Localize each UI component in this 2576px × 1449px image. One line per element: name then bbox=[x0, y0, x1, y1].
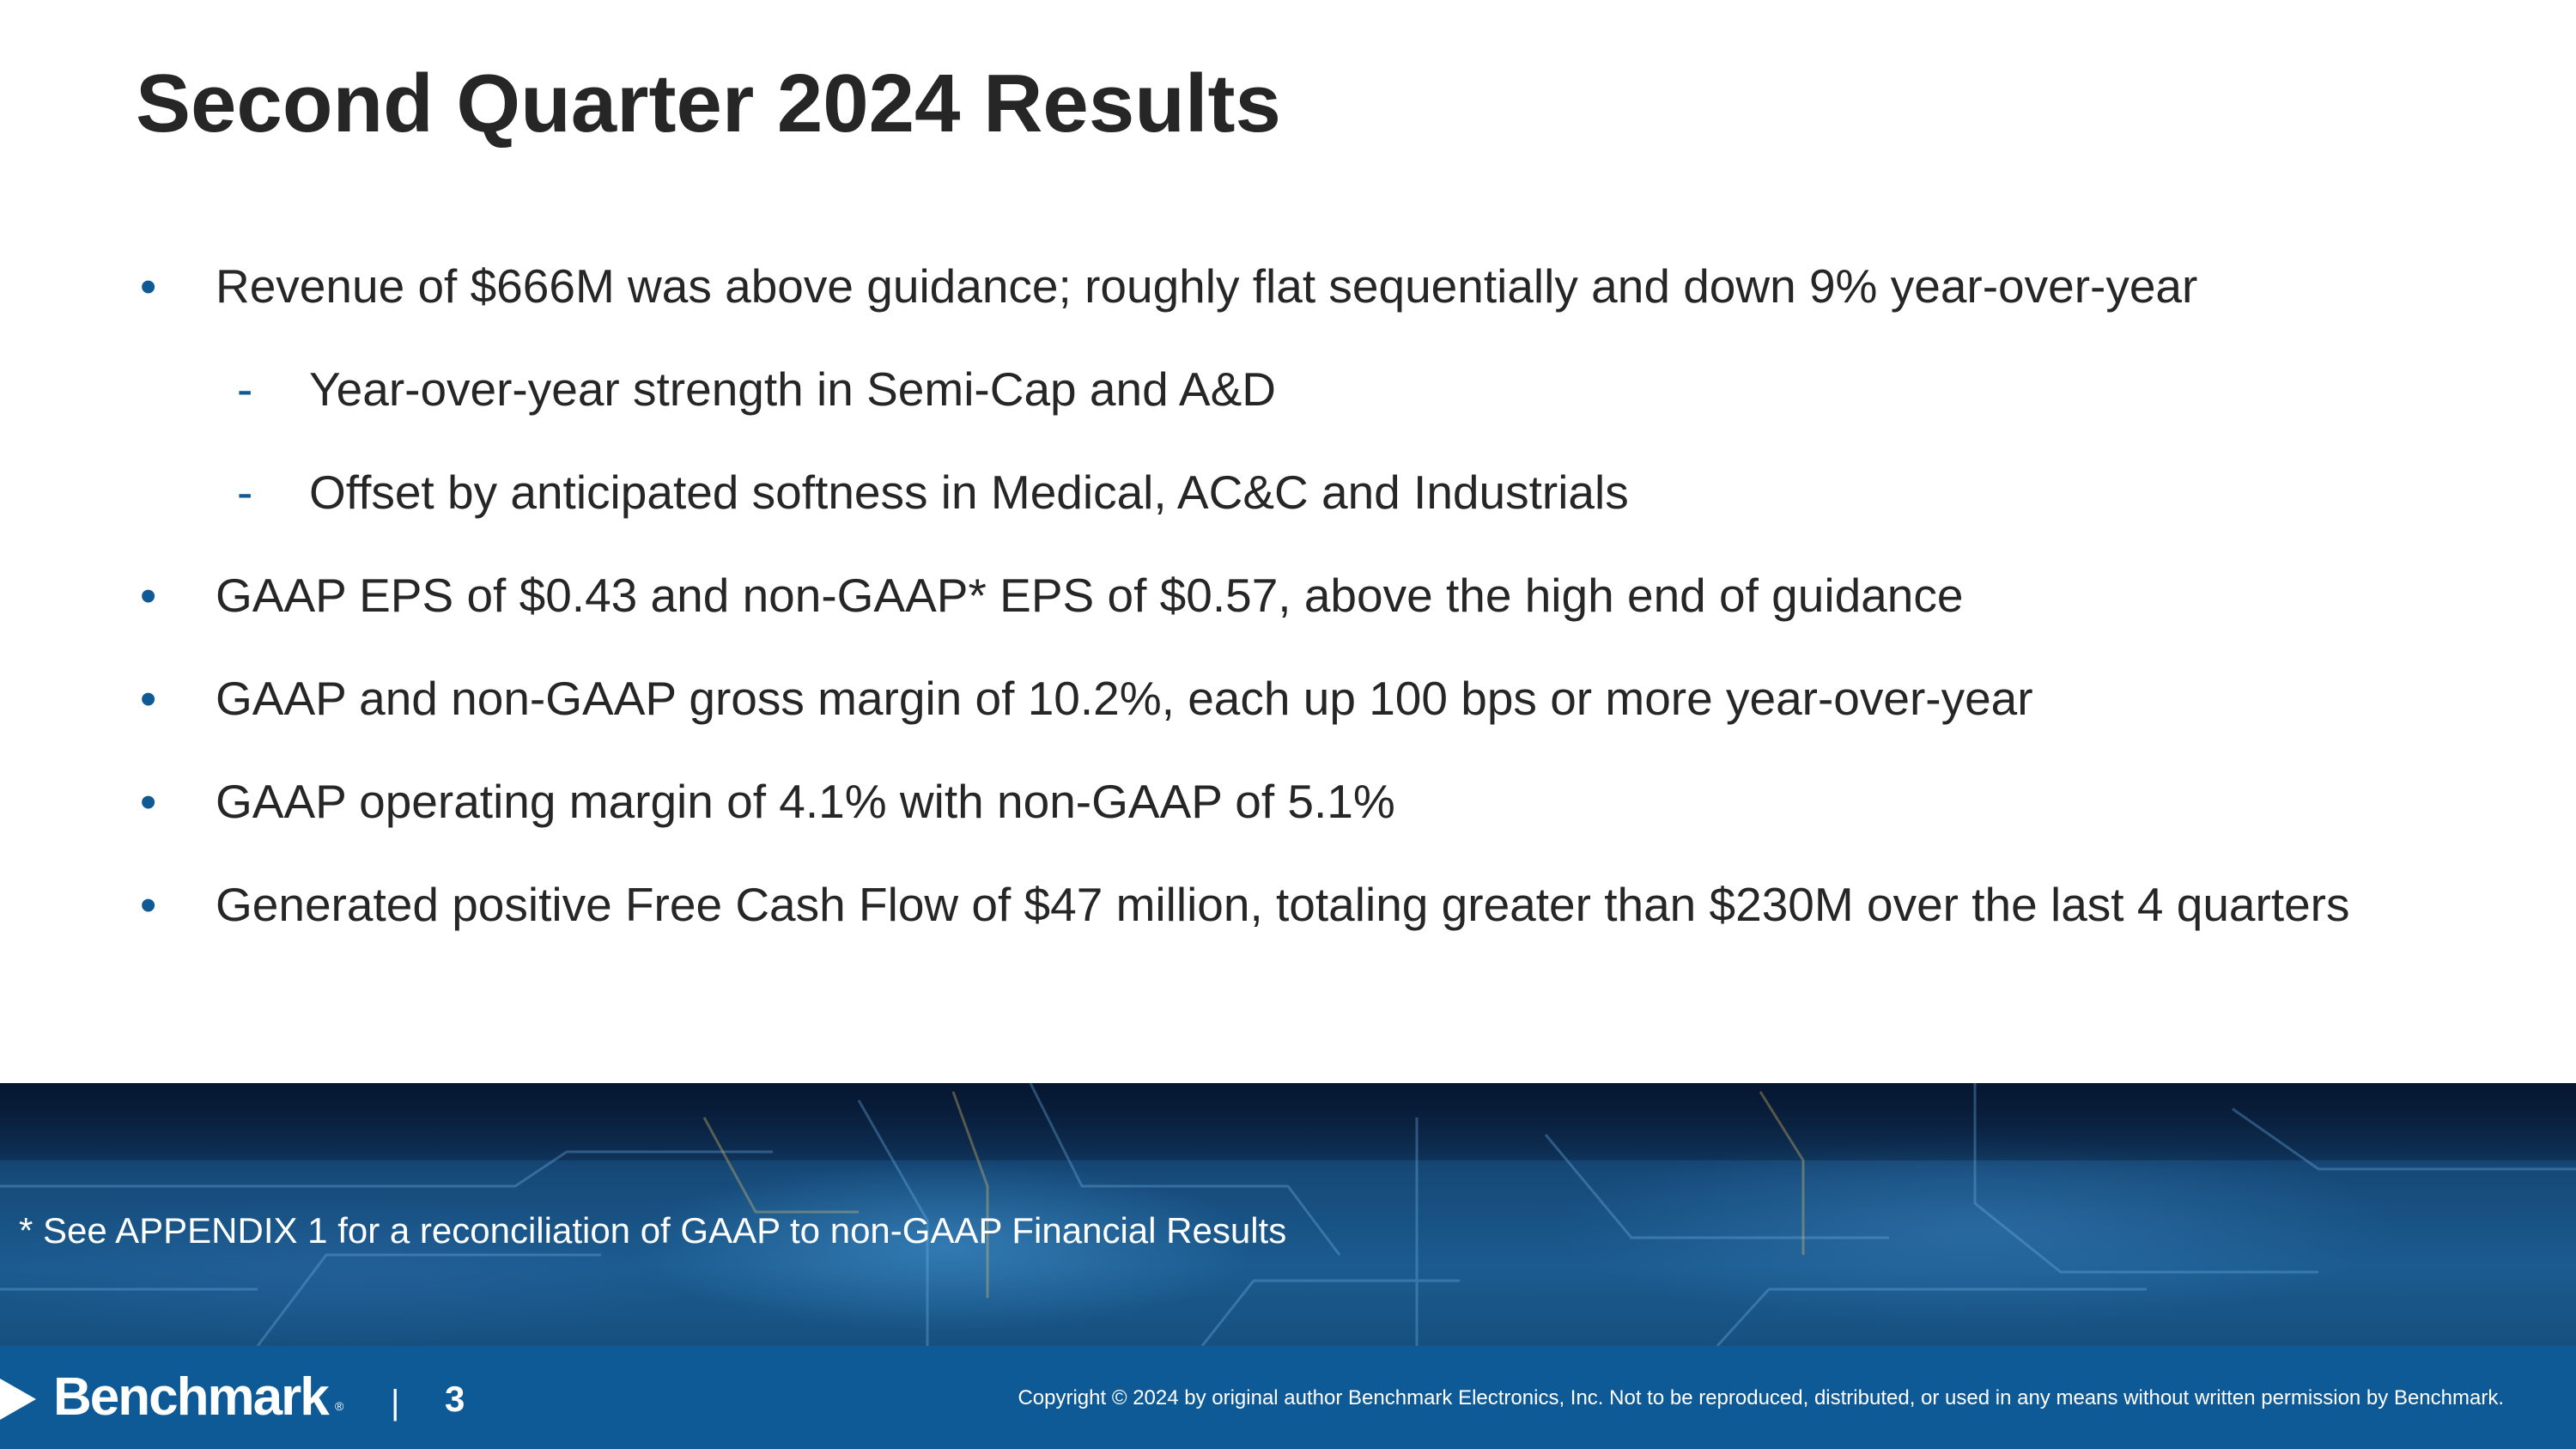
bullet-marker: • bbox=[140, 259, 157, 313]
dash-marker: - bbox=[237, 362, 253, 416]
sub-bullet-item: - Year-over-year strength in Semi-Cap an… bbox=[0, 361, 2576, 464]
bullet-marker: • bbox=[140, 775, 157, 828]
benchmark-logo-arrow-icon bbox=[0, 1379, 36, 1420]
bullet-marker: • bbox=[140, 569, 157, 622]
sub-bullet-text: Year-over-year strength in Semi-Cap and … bbox=[309, 362, 1277, 416]
bullet-marker: • bbox=[140, 878, 157, 931]
dash-marker: - bbox=[237, 466, 253, 519]
bullet-text: Generated positive Free Cash Flow of $47… bbox=[216, 878, 2350, 931]
footnote: * See APPENDIX 1 for a reconciliation of… bbox=[19, 1210, 1287, 1251]
page-number: 3 bbox=[445, 1379, 465, 1419]
circuit-pattern-graphic bbox=[0, 1083, 2576, 1346]
copyright-notice: Copyright © 2024 by original author Benc… bbox=[1018, 1386, 2504, 1409]
footer-separator: | bbox=[391, 1384, 400, 1422]
bullet-marker: • bbox=[140, 672, 157, 725]
benchmark-logo: Benchmark bbox=[53, 1367, 330, 1427]
footer-bar: Benchmark ® | 3 Copyright © 2024 by orig… bbox=[0, 1346, 2576, 1449]
bullet-text: GAAP EPS of $0.43 and non-GAAP* EPS of $… bbox=[216, 569, 1964, 622]
sub-bullet-text: Offset by anticipated softness in Medica… bbox=[309, 466, 1629, 519]
bullet-item: • Generated positive Free Cash Flow of $… bbox=[0, 876, 2576, 979]
bullet-text: GAAP and non-GAAP gross margin of 10.2%,… bbox=[216, 672, 2033, 725]
bullet-text: Revenue of $666M was above guidance; rou… bbox=[216, 259, 2198, 313]
bullet-item: • GAAP operating margin of 4.1% with non… bbox=[0, 773, 2576, 876]
bullet-item: • Revenue of $666M was above guidance; r… bbox=[0, 258, 2576, 361]
sub-bullet-item: - Offset by anticipated softness in Medi… bbox=[0, 464, 2576, 567]
bullet-list: • Revenue of $666M was above guidance; r… bbox=[0, 258, 2576, 979]
banner-shade bbox=[0, 1083, 2576, 1160]
slide-title: Second Quarter 2024 Results bbox=[136, 58, 1281, 149]
circuit-banner: * See APPENDIX 1 for a reconciliation of… bbox=[0, 1083, 2576, 1346]
bullet-item: • GAAP and non-GAAP gross margin of 10.2… bbox=[0, 670, 2576, 773]
bullet-text: GAAP operating margin of 4.1% with non-G… bbox=[216, 775, 1395, 828]
registered-mark: ® bbox=[335, 1399, 344, 1413]
bullet-item: • GAAP EPS of $0.43 and non-GAAP* EPS of… bbox=[0, 567, 2576, 670]
